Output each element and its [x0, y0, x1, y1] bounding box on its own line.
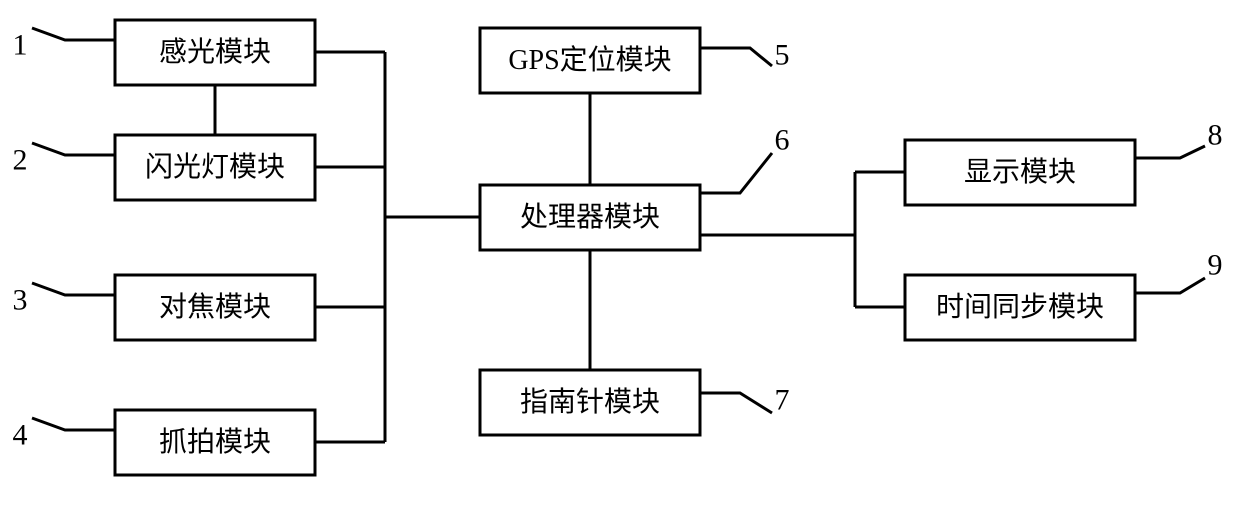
node-b3-label: 对焦模块 — [159, 291, 271, 323]
leader-b9 — [1135, 278, 1205, 293]
node-b5-label: GPS定位模块 — [508, 44, 671, 76]
node-b2-label: 闪光灯模块 — [145, 151, 285, 183]
numeral-b1: 1 — [13, 29, 28, 62]
node-b7-label: 指南针模块 — [520, 386, 660, 418]
numeral-b6: 6 — [775, 124, 790, 157]
leader-b1 — [32, 28, 115, 40]
node-b4-label: 抓拍模块 — [159, 426, 271, 458]
numeral-b7: 7 — [775, 384, 790, 417]
node-b1-label: 感光模块 — [159, 36, 271, 68]
leader-b5 — [700, 48, 772, 66]
numeral-b8: 8 — [1208, 119, 1223, 152]
leader-b3 — [32, 283, 115, 295]
node-b8-label: 显示模块 — [964, 156, 1076, 188]
leader-b7 — [700, 393, 772, 413]
leader-b6 — [700, 153, 772, 193]
numeral-b9: 9 — [1208, 249, 1223, 282]
numeral-b2: 2 — [13, 144, 28, 177]
leader-b8 — [1135, 146, 1205, 158]
numeral-b3: 3 — [13, 284, 28, 317]
numeral-b4: 4 — [13, 419, 28, 452]
node-b9-label: 时间同步模块 — [936, 291, 1104, 323]
leader-b2 — [32, 143, 115, 155]
numeral-b5: 5 — [775, 39, 790, 72]
leader-b4 — [32, 418, 115, 430]
node-b6-label: 处理器模块 — [520, 201, 660, 233]
